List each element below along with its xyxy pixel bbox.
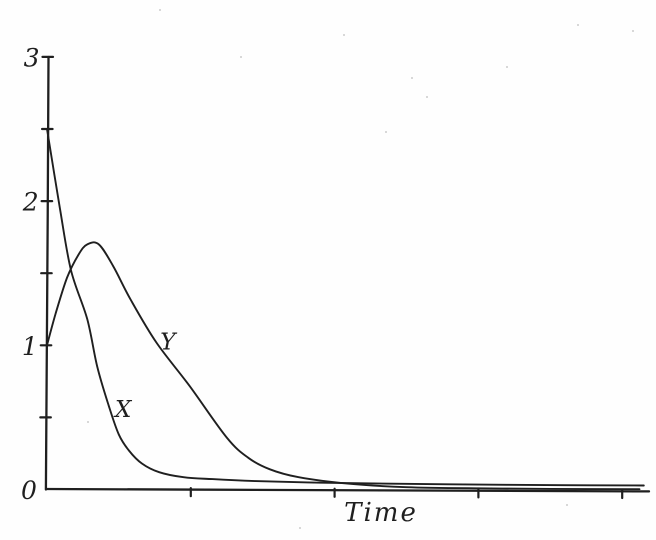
curve-X: [46, 128, 645, 487]
scan-noise: [87, 9, 634, 529]
noise-speck: [240, 56, 242, 58]
axes: [39, 55, 651, 500]
y-axis-line: [44, 55, 50, 491]
noise-speck: [411, 77, 413, 79]
noise-speck: [299, 527, 301, 529]
noise-speck: [159, 9, 161, 11]
y-axis-label-1: 1: [22, 332, 38, 361]
noise-speck: [632, 30, 634, 32]
curves: [46, 128, 645, 491]
curve-Y: [46, 241, 641, 491]
noise-speck: [385, 131, 387, 133]
y-axis-label-2: 2: [22, 188, 39, 217]
noise-speck: [566, 504, 568, 506]
noise-speck: [426, 96, 428, 98]
curve-label-Y: Y: [160, 329, 178, 355]
y-axis-label-3: 3: [24, 43, 40, 72]
curve-label-X: X: [113, 397, 133, 423]
noise-speck: [577, 24, 579, 26]
noise-speck: [87, 421, 89, 423]
noise-speck: [506, 66, 508, 68]
x-axis-title: Time: [344, 498, 418, 528]
labels: 3 2 1 0 X Y Time: [21, 43, 418, 528]
y-axis-label-0: 0: [21, 476, 37, 505]
x-axis-line: [44, 487, 651, 493]
noise-speck: [343, 34, 345, 36]
